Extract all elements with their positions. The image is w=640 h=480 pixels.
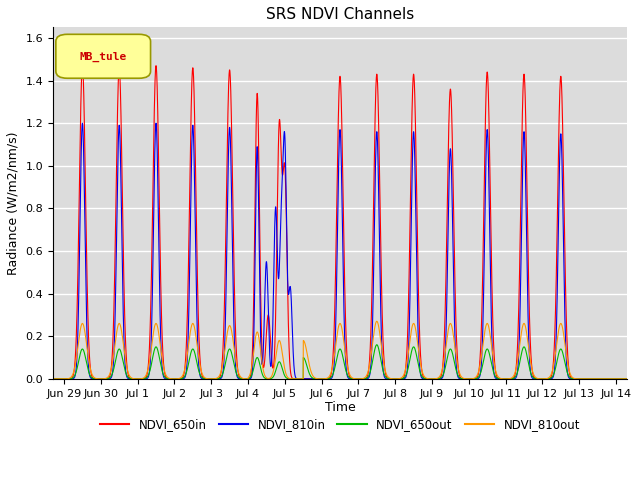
NDVI_810in <box>152 120 160 126</box>
NDVI_650out <box>425 376 433 382</box>
NDVI_810in <box>630 376 638 382</box>
FancyBboxPatch shape <box>56 34 150 78</box>
Line: NDVI_810out: NDVI_810out <box>45 321 634 379</box>
NDVI_810out <box>148 336 156 342</box>
NDVI_650out <box>395 376 403 382</box>
NDVI_650in <box>526 325 534 331</box>
Y-axis label: Radiance (W/m2/nm/s): Radiance (W/m2/nm/s) <box>7 132 20 275</box>
X-axis label: Time: Time <box>324 401 355 414</box>
NDVI_810in <box>42 376 49 382</box>
NDVI_650out <box>267 376 275 382</box>
NDVI_810out <box>395 376 403 382</box>
NDVI_810out <box>481 327 489 333</box>
NDVI_650out <box>373 342 381 348</box>
NDVI_650out <box>630 376 638 382</box>
NDVI_810in <box>526 361 534 367</box>
Line: NDVI_650out: NDVI_650out <box>45 345 634 379</box>
Text: MB_tule: MB_tule <box>80 51 127 61</box>
NDVI_650in <box>425 376 433 382</box>
Line: NDVI_650in: NDVI_650in <box>45 66 634 379</box>
NDVI_810in <box>481 206 489 212</box>
NDVI_810out <box>630 376 638 382</box>
Title: SRS NDVI Channels: SRS NDVI Channels <box>266 7 414 22</box>
NDVI_650in <box>152 63 160 69</box>
NDVI_650out <box>481 351 489 357</box>
Legend: NDVI_650in, NDVI_810in, NDVI_650out, NDVI_810out: NDVI_650in, NDVI_810in, NDVI_650out, NDV… <box>95 414 585 436</box>
NDVI_810out <box>526 354 534 360</box>
NDVI_810out <box>267 375 275 381</box>
NDVI_650in <box>148 210 156 216</box>
NDVI_650out <box>42 376 49 382</box>
NDVI_650in <box>395 376 403 382</box>
NDVI_650in <box>481 136 489 142</box>
NDVI_650in <box>42 376 49 382</box>
NDVI_810out <box>373 318 381 324</box>
NDVI_810in <box>148 281 156 287</box>
NDVI_650in <box>267 341 275 347</box>
NDVI_810out <box>42 376 49 382</box>
NDVI_650out <box>148 355 156 361</box>
Line: NDVI_810in: NDVI_810in <box>45 123 634 379</box>
NDVI_810in <box>395 376 403 382</box>
NDVI_650out <box>526 367 534 372</box>
NDVI_810in <box>267 363 275 369</box>
NDVI_810out <box>425 376 433 382</box>
NDVI_650in <box>630 376 638 382</box>
NDVI_810in <box>425 376 433 382</box>
